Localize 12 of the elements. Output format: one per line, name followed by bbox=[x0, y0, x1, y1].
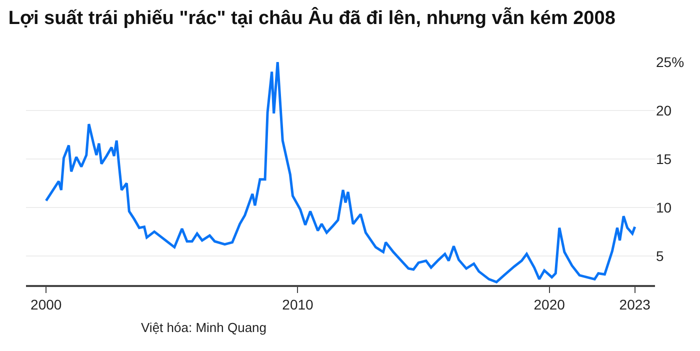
x-tick-label: 2010 bbox=[282, 296, 314, 313]
y-tick-label: 10 bbox=[656, 199, 672, 216]
x-tick-label: 2020 bbox=[534, 296, 566, 313]
y-tick-label: 25% bbox=[656, 54, 684, 70]
x-tick-label: 2000 bbox=[30, 296, 62, 313]
chart-title: Lợi suất trái phiếu "rác" tại châu Âu đã đi lên, nhưng vẫn kém 2008 bbox=[8, 6, 616, 29]
y-tick-label: 5 bbox=[656, 248, 664, 264]
x-tick-label: 2023 bbox=[619, 296, 651, 313]
text: Việt hóa: Minh Quang bbox=[141, 320, 267, 335]
y-tick-label: 15 bbox=[656, 150, 672, 167]
line-series bbox=[44, 62, 636, 284]
y-tick-label: 20 bbox=[656, 102, 672, 118]
